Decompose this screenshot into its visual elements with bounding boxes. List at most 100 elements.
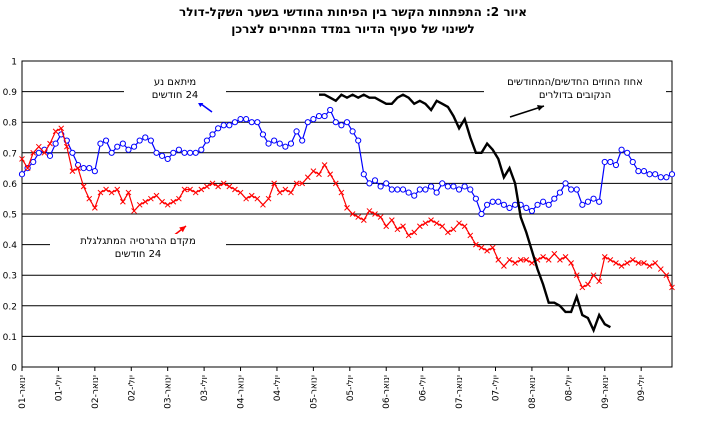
series-0-point — [579, 201, 586, 208]
series-0-point — [383, 180, 390, 187]
series-0-point — [52, 140, 59, 147]
series-0-point — [556, 189, 564, 196]
series-1-point — [316, 171, 322, 178]
series-1-point — [360, 217, 367, 223]
x-tick-label: ינואר-07 — [455, 375, 465, 409]
series-1-point — [601, 253, 608, 260]
chart-title-line-1: איור 2: התפתחות הקשר בין הפיחות החודשי ב… — [179, 5, 527, 19]
series-1-point — [204, 183, 210, 190]
series-1-point — [41, 149, 48, 156]
series-0-point — [646, 171, 653, 178]
series-1-point — [248, 192, 255, 199]
x-tick-label: יולי-08 — [564, 375, 574, 401]
chart-title-line-2: לשינוי של סעיף הדיור במדד המחירים לצרכן — [231, 22, 475, 36]
x-tick-label: ינואר-05 — [309, 375, 319, 409]
series-0-point — [315, 112, 323, 120]
series-0-point — [422, 186, 429, 193]
series-0-point — [500, 201, 507, 208]
annotation-dollar-contracts: אחוז החוזים החדשים/המחודשים הנקובים בדול… — [484, 75, 666, 103]
series-1-point — [540, 253, 546, 260]
x-tick-label: יולי-07 — [491, 375, 501, 401]
series-1-point — [450, 226, 457, 233]
series-1-point — [52, 128, 59, 135]
y-tick-label: 0.6 — [3, 180, 18, 190]
series-0-point — [472, 195, 479, 202]
series-0-point — [259, 131, 267, 138]
series-1-point — [545, 257, 552, 263]
series-0-point — [271, 137, 278, 144]
series-1-point — [243, 195, 249, 202]
series-1-point — [422, 220, 429, 227]
annotation-dollar-contracts-line-2: הנקובים בדולרים — [538, 90, 612, 101]
series-0-point — [327, 106, 334, 114]
series-0-point — [450, 183, 457, 190]
series-0-point — [209, 131, 216, 138]
series-1-point — [136, 201, 143, 208]
series-0-point — [304, 119, 311, 126]
x-tick-label: ינואר-03 — [164, 375, 174, 409]
series-1-point — [271, 180, 278, 187]
series-0-point — [601, 158, 608, 166]
series-1-point — [215, 183, 221, 190]
series-1-point — [388, 217, 395, 223]
series-0-point — [495, 198, 502, 205]
series-1-point — [473, 241, 479, 248]
series-1-point — [260, 201, 266, 208]
series-0-point — [612, 161, 620, 169]
series-1-point — [304, 174, 311, 181]
arrow-regression-head — [179, 226, 186, 233]
plot-frame — [21, 60, 673, 368]
series-1-point — [428, 217, 434, 223]
series-0-point — [30, 158, 37, 166]
y-tick-label: 0 — [11, 364, 17, 374]
series-0-point — [243, 116, 250, 123]
series-1-point — [669, 284, 675, 291]
series-1-point — [131, 208, 137, 214]
annotation-correlation-line-1: מיתאם נע — [153, 77, 197, 88]
series-0-point — [254, 119, 261, 126]
series-1-point — [585, 281, 591, 288]
series-0-point — [46, 152, 54, 159]
series-1-point — [338, 189, 345, 196]
series-0-point — [478, 210, 485, 218]
series-0-point — [220, 122, 227, 129]
series-1-point — [75, 165, 81, 171]
annotation-regression: מקדם הרגרסיה המתגלגלת 24 חודשים — [50, 234, 226, 262]
series-0-point — [366, 180, 373, 187]
series-0-point — [652, 171, 659, 178]
series-1-point — [108, 189, 115, 196]
series-1-point — [568, 260, 574, 266]
series-1-point — [187, 186, 193, 193]
series-1-point — [35, 143, 42, 150]
series-1-point — [517, 257, 524, 263]
series-1-point — [377, 214, 384, 220]
series-0-point — [231, 119, 239, 126]
series-1-point — [512, 260, 518, 266]
series-1-point — [58, 125, 65, 132]
series-0-point — [248, 119, 255, 126]
series-0-point — [512, 201, 519, 208]
series-0-point — [371, 177, 379, 184]
series-0-point — [91, 168, 98, 175]
series-0-point — [215, 125, 222, 132]
y-tick-label: 0.8 — [3, 119, 18, 129]
series-1-point — [114, 186, 121, 193]
series-0-point — [624, 149, 631, 156]
x-tick-label: ינואר-01 — [18, 375, 28, 409]
series-1-point — [562, 253, 569, 260]
series-0-point — [125, 146, 132, 153]
y-tick-label: 0.7 — [3, 149, 17, 159]
series-1-point — [170, 198, 177, 205]
series-0-point — [444, 183, 451, 190]
series-0-point — [181, 149, 188, 156]
series-1-point — [590, 272, 597, 279]
series-1-point — [495, 257, 502, 263]
chart-title: איור 2: התפתחות הקשר בין הפיחות החודשי ב… — [0, 4, 706, 38]
x-tick-label: יולי-03 — [200, 375, 210, 401]
series-0-point — [377, 183, 384, 190]
series-0-point — [192, 149, 199, 156]
series-0-point — [427, 183, 435, 190]
series-0-point — [629, 158, 636, 166]
series-1-point — [551, 250, 558, 257]
series-1-point — [198, 186, 205, 193]
